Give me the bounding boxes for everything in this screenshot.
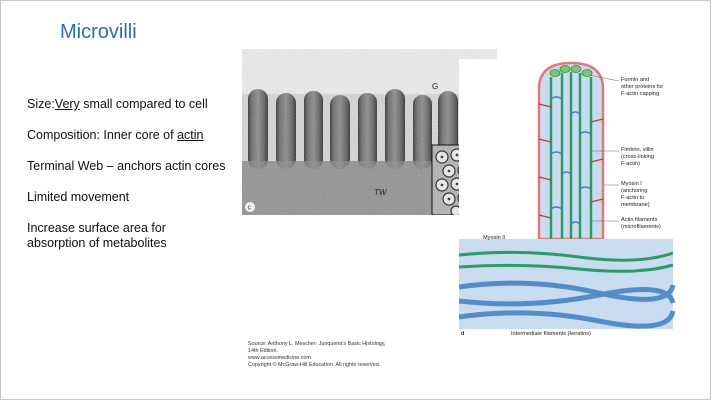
composition-prefix: Composition: Inner core of (27, 128, 178, 142)
bullet-composition: Composition: Inner core of actin (27, 128, 227, 143)
size-underlined: Very (54, 97, 80, 111)
label-fimbrin: Fimbrin, villin (cross-linking F-actin) (621, 147, 654, 167)
label-actin: Actin filaments (microfilaments) (621, 217, 661, 230)
composition-underlined: actin (177, 128, 204, 142)
bullet-terminal-web: Terminal Web – anchors actin cores (27, 159, 226, 173)
micrograph-label-g: G (432, 82, 438, 91)
intermediate-filaments (459, 280, 676, 329)
source-citation: Source: Anthony L. Mescher: Junqueira's … (248, 341, 438, 369)
bullet-list: Size:Very small compared to cell Composi… (27, 97, 227, 267)
diagram-panel-letter: d (461, 331, 465, 337)
diagram-labels: Formin and other proteins for F-actin capp… (461, 74, 663, 337)
myosin-one (538, 103, 604, 219)
label-myosin-one: Myosin I (anchoring F-actin to membrane) (621, 181, 650, 208)
size-prefix: Size: (27, 97, 55, 111)
fimbrin-crosslinks (550, 96, 592, 225)
micrograph-panel-letter: c (248, 205, 252, 212)
bullet-size: Size:Very small compared to cell (27, 97, 227, 112)
bullet-surface-area: Increase surface area for absorption of … (27, 221, 167, 250)
actin-filaments (549, 72, 593, 259)
source-line-4: Copyright © McGraw-Hill Education. All r… (248, 362, 381, 368)
label-formin: Formin and other proteins for F-actin capp… (621, 77, 663, 97)
source-line-2: 14th Edition. (248, 348, 278, 354)
microvillus-diagram: Formin and other proteins for F-actin capp… (459, 59, 691, 339)
micrograph-label-tw: TW (374, 188, 388, 197)
label-intermediate: Intermediate filaments (keratins) (511, 331, 591, 337)
actin-cap (549, 65, 593, 77)
terminal-web-actin (459, 250, 674, 273)
slide-title: Microvilli (60, 21, 137, 43)
bullet-movement: Limited movement (27, 190, 130, 204)
label-myosin-two: Myosin II (483, 235, 506, 241)
size-rest: small compared to cell (79, 97, 208, 111)
source-line-1: Source: Anthony L. Mescher: Junqueira's … (248, 341, 386, 347)
source-line-3: www.accessmedicine.com (248, 355, 311, 361)
